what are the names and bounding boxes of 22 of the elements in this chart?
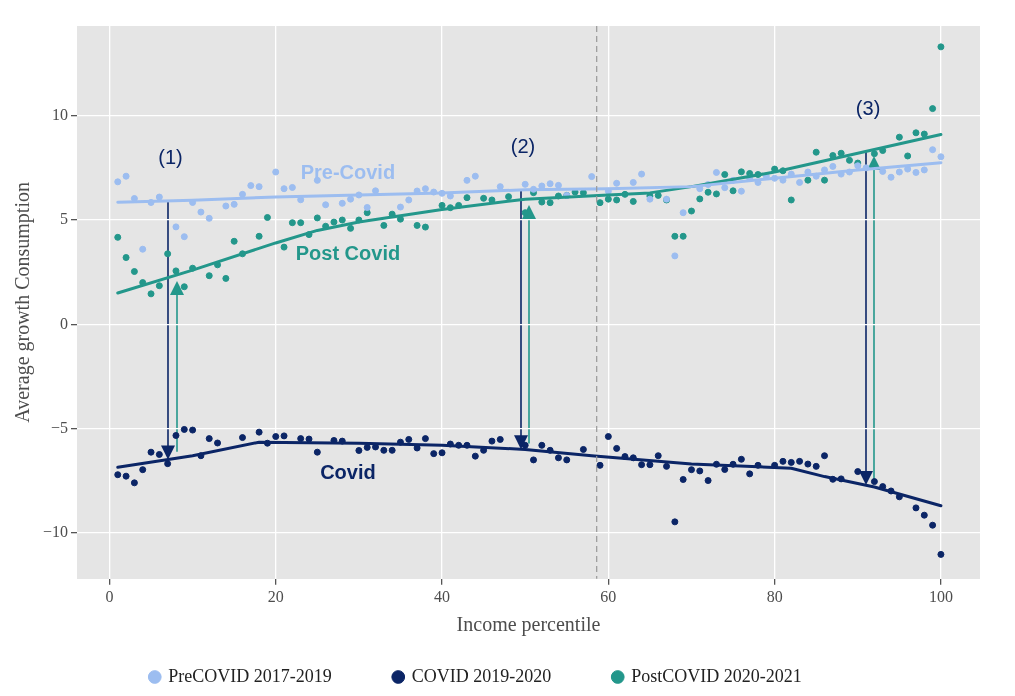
y-tick-label: −10	[42, 523, 69, 541]
x-tick-label: 20	[267, 587, 284, 605]
y-tick-label: 10	[52, 105, 69, 123]
x-tick-label: 100	[928, 587, 953, 605]
x-tick-label: 40	[434, 587, 451, 605]
y-axis-title: Average growth Consumption	[11, 182, 35, 423]
x-axis-title: Income percentile	[456, 613, 601, 637]
x-tick-label: 0	[105, 587, 114, 605]
x-tick-label: 80	[766, 587, 783, 605]
annotation: (2)	[510, 135, 536, 158]
annotation: (1)	[158, 146, 183, 169]
series-label: Post Covid	[295, 241, 401, 264]
x-tick-label: 60	[600, 587, 617, 605]
y-tick-label: 0	[60, 314, 69, 332]
legend-label: PostCOVID 2020-2021	[631, 665, 838, 686]
legend-label: COVID 2019-2020	[411, 665, 588, 686]
annotation: (3)	[855, 96, 881, 119]
series-label: Pre-Covid	[300, 160, 396, 183]
series-label: Covid	[320, 460, 376, 483]
legend-label: PreCOVID 2017-2019	[168, 665, 368, 686]
y-tick-label: −5	[50, 418, 69, 436]
y-tick-label: 5	[60, 210, 69, 228]
